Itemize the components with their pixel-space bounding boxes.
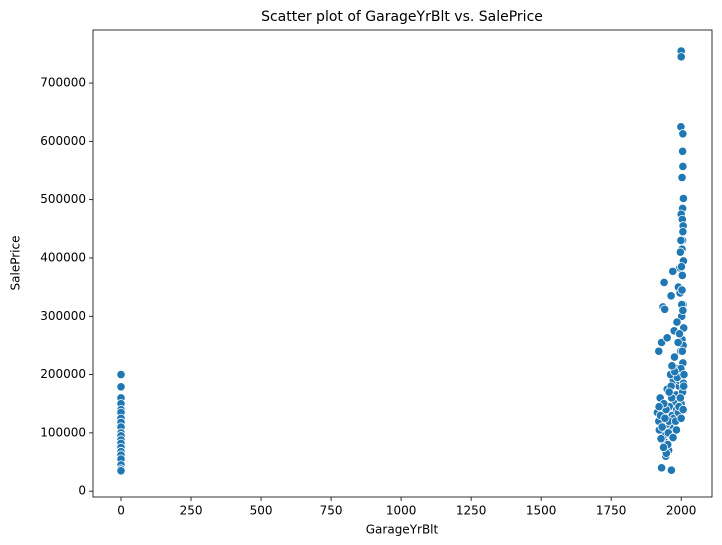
point — [654, 402, 664, 412]
y-tick-label: 200000 — [40, 367, 86, 381]
point — [679, 369, 689, 380]
point — [672, 317, 682, 327]
point — [116, 382, 126, 392]
point — [657, 422, 667, 432]
x-tick-label: 0 — [117, 504, 125, 518]
x-tick-label: 750 — [320, 504, 343, 518]
point — [677, 346, 687, 356]
point — [671, 425, 682, 435]
point — [668, 432, 678, 443]
plot-area — [116, 46, 689, 476]
y-axis-label: SalePrice — [9, 236, 23, 291]
point — [678, 227, 688, 237]
point — [656, 463, 667, 473]
y-tick-label: 400000 — [40, 250, 86, 264]
point — [662, 333, 672, 343]
point — [660, 413, 670, 423]
point — [678, 193, 689, 204]
point — [678, 129, 688, 139]
point — [677, 270, 687, 281]
point — [654, 346, 664, 356]
point — [667, 361, 677, 371]
point — [677, 146, 688, 156]
point — [674, 329, 685, 339]
point — [666, 465, 676, 475]
point — [659, 277, 669, 288]
point — [675, 247, 685, 257]
x-tick-label: 2000 — [666, 504, 697, 518]
y-tick-label: 0 — [78, 484, 86, 498]
point — [677, 172, 687, 183]
point — [676, 235, 686, 246]
x-tick-label: 250 — [180, 504, 203, 518]
y-tick-label: 600000 — [40, 134, 86, 148]
point — [116, 466, 126, 476]
point — [673, 337, 683, 348]
y-tick-label: 500000 — [40, 192, 86, 206]
y-tick-label: 700000 — [40, 76, 86, 90]
point — [676, 413, 686, 423]
point — [664, 387, 674, 397]
point — [116, 369, 126, 380]
x-tick-label: 1250 — [456, 504, 487, 518]
point — [676, 262, 687, 272]
point — [679, 381, 689, 391]
point — [656, 434, 666, 444]
point — [676, 52, 686, 62]
x-tick-label: 1000 — [386, 504, 417, 518]
point — [678, 305, 688, 316]
point — [678, 404, 688, 415]
point — [677, 285, 687, 295]
x-axis-label: GarageYrBlt — [366, 523, 439, 537]
axes-frame — [92, 29, 713, 498]
point — [666, 291, 676, 301]
point — [660, 304, 670, 314]
x-tick-label: 500 — [250, 504, 273, 518]
x-tick-label: 1750 — [596, 504, 627, 518]
point — [678, 161, 688, 172]
point — [658, 442, 669, 453]
point — [668, 266, 678, 276]
chart-title: Scatter plot of GarageYrBlt vs. SalePric… — [261, 9, 543, 25]
y-tick-label: 300000 — [40, 309, 86, 323]
y-tick-label: 100000 — [40, 425, 86, 439]
point — [675, 393, 685, 403]
x-tick-label: 1500 — [526, 504, 557, 518]
point — [669, 352, 680, 362]
